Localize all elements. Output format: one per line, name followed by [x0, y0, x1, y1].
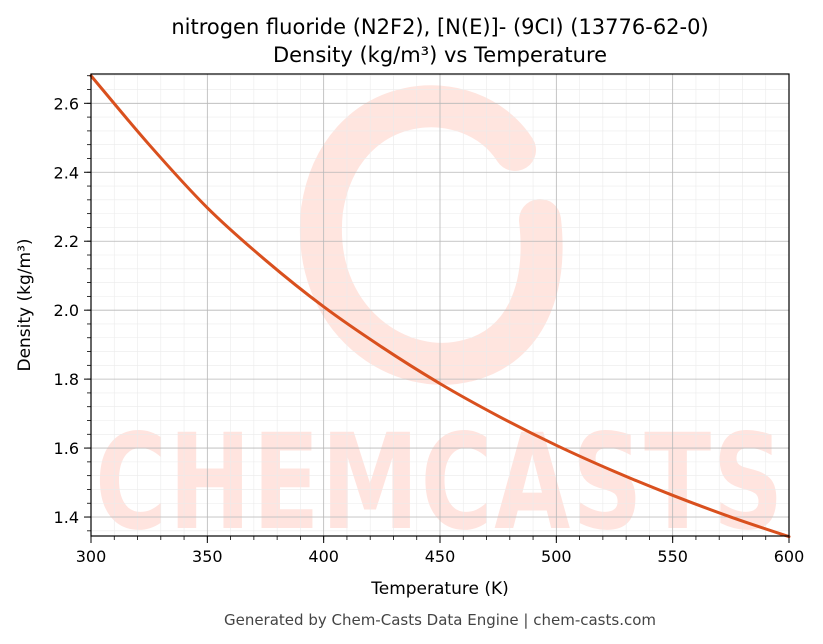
x-tick-label: 300 — [76, 547, 107, 566]
y-tick-label: 2.0 — [54, 301, 79, 320]
series-layer — [89, 74, 791, 539]
y-tick-label: 2.6 — [54, 94, 79, 113]
y-axis-label: Density (kg/m³) — [15, 238, 35, 371]
series-line-density — [89, 74, 791, 539]
chart-title: nitrogen fluoride (N2F2), [N(E)]- (9CI) … — [171, 15, 708, 39]
y-axis: 1.4 1.6 1.8 2.0 2.2 2.4 2.6 — [54, 75, 91, 532]
watermark-logo: CHEMCASTS — [95, 85, 785, 560]
y-tick-label: 1.4 — [54, 508, 79, 527]
y-tick-label: 1.6 — [54, 439, 79, 458]
x-axis: 300 350 400 450 500 550 600 — [76, 536, 805, 566]
y-tick-label: 2.4 — [54, 163, 79, 182]
watermark-text: CHEMCASTS — [95, 406, 785, 560]
x-tick-label: 450 — [425, 547, 456, 566]
x-tick-label: 600 — [774, 547, 805, 566]
footer-credit: Generated by Chem-Casts Data Engine | ch… — [224, 611, 656, 629]
x-tick-label: 550 — [657, 547, 688, 566]
chart-subtitle: Density (kg/m³) vs Temperature — [273, 43, 607, 67]
y-tick-label: 2.2 — [54, 232, 79, 251]
y-tick-label: 1.8 — [54, 370, 79, 389]
watermark-swirl-icon — [299, 85, 563, 385]
x-tick-label: 400 — [308, 547, 339, 566]
x-axis-label: Temperature (K) — [370, 579, 509, 599]
x-tick-label: 350 — [192, 547, 223, 566]
x-tick-label: 500 — [541, 547, 572, 566]
